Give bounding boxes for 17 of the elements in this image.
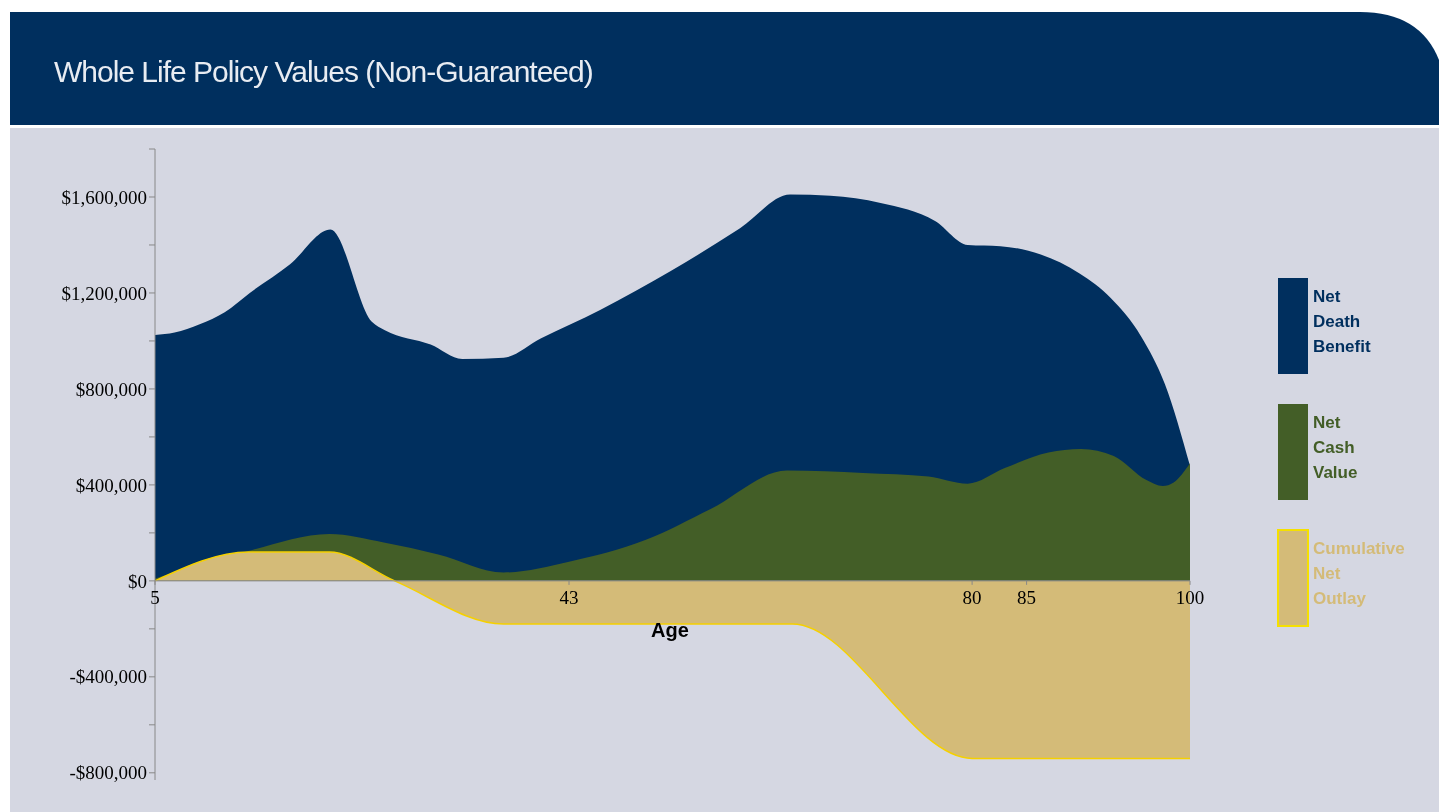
y-tick-label: -$400,000	[69, 666, 147, 688]
x-tick-label: 5	[150, 586, 160, 608]
x-tick-label: 85	[1017, 586, 1037, 608]
y-tick-label: $1,200,000	[61, 282, 147, 304]
y-tick-label: $800,000	[75, 378, 147, 400]
y-tick-label: $1,600,000	[61, 186, 147, 208]
x-axis-title: Age	[651, 618, 689, 641]
y-tick-label: $400,000	[75, 474, 147, 496]
text: Cumulative Net Outlay	[1313, 539, 1405, 608]
text: Net Cash Value	[1313, 413, 1358, 482]
chart-title: Whole Life Policy Values (Non-Guaranteed)	[54, 55, 593, 88]
y-tick-label: $0	[128, 570, 147, 592]
x-tick-label: 80	[962, 586, 982, 608]
text: Net Death Benefit	[1313, 287, 1371, 356]
y-tick-label: -$800,000	[69, 762, 147, 784]
x-tick-label: 100	[1175, 586, 1205, 608]
x-tick-label: 43	[559, 586, 579, 608]
